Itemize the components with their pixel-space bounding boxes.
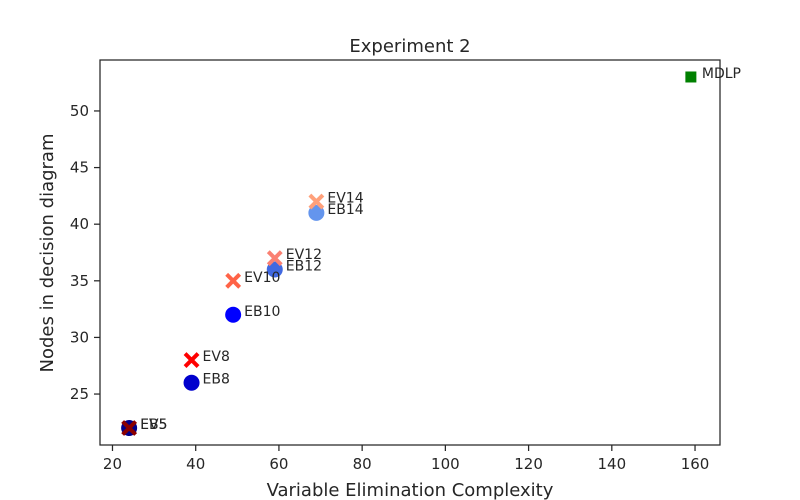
point-label-ev10: EV10	[244, 270, 280, 286]
point-label-eb5: EB5	[140, 417, 167, 433]
x-tick-label: 120	[514, 455, 543, 473]
x-axis-label: Variable Elimination Complexity	[267, 480, 554, 500]
y-tick-label: 30	[70, 328, 89, 346]
point-ev8	[183, 352, 200, 368]
y-axis-label: Nodes in decision diagram	[37, 134, 58, 373]
y-tick-label: 45	[70, 159, 89, 177]
y-tick-label: 25	[70, 385, 89, 403]
x-tick-label: 20	[103, 455, 122, 473]
point-label-ev8: EV8	[203, 349, 230, 365]
chart-title: Experiment 2	[349, 36, 470, 57]
point-label-mdlp: MDLP	[702, 66, 741, 82]
point-ev12	[266, 250, 283, 267]
x-tick-label: 40	[186, 455, 205, 473]
axis-ticks: 20 40 60 80 100 120 140 160 25 30 35 40 45 50	[70, 102, 709, 473]
y-tick-label: 50	[70, 102, 89, 120]
point-ev5	[121, 420, 138, 436]
point-eb12	[266, 261, 283, 278]
point-eb14	[308, 204, 325, 221]
y-tick-label: 35	[70, 272, 89, 290]
point-label-eb14: EB14	[327, 202, 363, 218]
point-label-eb12: EB12	[286, 258, 322, 274]
point-eb8	[183, 374, 200, 391]
point-ev10	[225, 272, 242, 289]
point-label-ev5: EV5	[140, 417, 167, 433]
point-mdlp	[685, 71, 697, 83]
data-points	[121, 71, 697, 437]
plot-area-frame	[99, 59, 721, 446]
x-tick-label: 140	[597, 455, 626, 473]
point-label-eb10: EB10	[244, 304, 280, 320]
x-tick-label: 100	[431, 455, 460, 473]
point-label-ev12: EV12	[286, 247, 322, 263]
x-tick-label: 160	[681, 455, 710, 473]
y-tick-label: 40	[70, 215, 89, 233]
point-label-eb8: EB8	[203, 372, 230, 388]
point-ev14	[308, 193, 325, 210]
x-tick-label: 60	[269, 455, 288, 473]
point-eb10	[225, 306, 242, 323]
x-tick-label: 80	[353, 455, 372, 473]
point-label-ev14: EV14	[327, 191, 363, 207]
